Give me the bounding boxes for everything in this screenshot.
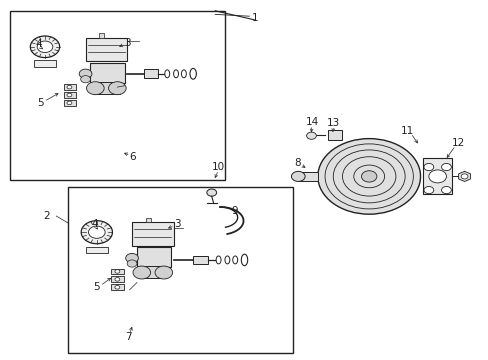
Bar (193, 256, 207, 264)
Text: 14: 14 (305, 117, 318, 127)
Circle shape (37, 41, 53, 53)
Circle shape (291, 171, 305, 181)
Bar (327, 130, 342, 140)
Text: 2: 2 (43, 211, 50, 221)
Bar (298, 172, 317, 181)
Bar (422, 158, 451, 194)
Text: 4: 4 (91, 219, 98, 229)
Circle shape (79, 69, 92, 78)
Text: 6: 6 (129, 152, 136, 162)
Text: 7: 7 (124, 332, 131, 342)
Polygon shape (458, 171, 469, 181)
Bar (86, 247, 107, 253)
Text: 9: 9 (231, 206, 238, 216)
Circle shape (115, 270, 120, 273)
Bar (139, 266, 166, 278)
Circle shape (423, 163, 433, 171)
Bar (10, 11, 224, 180)
Circle shape (317, 139, 420, 214)
Text: 4: 4 (36, 39, 42, 49)
Bar (111, 276, 123, 282)
Circle shape (30, 36, 60, 58)
Ellipse shape (232, 256, 237, 264)
Ellipse shape (241, 254, 247, 266)
Text: 11: 11 (400, 126, 413, 136)
Circle shape (441, 186, 450, 194)
Text: 13: 13 (326, 118, 340, 128)
Bar (111, 269, 123, 274)
Circle shape (115, 278, 120, 281)
Bar (85, 38, 127, 61)
Text: 1: 1 (251, 13, 258, 23)
Bar (99, 33, 104, 38)
Bar (137, 247, 171, 267)
Bar (145, 218, 150, 222)
Circle shape (86, 82, 104, 95)
Circle shape (428, 170, 446, 183)
Bar (63, 100, 76, 106)
Ellipse shape (189, 68, 196, 79)
Text: 3: 3 (173, 219, 180, 229)
Bar (132, 222, 173, 246)
Bar (111, 284, 123, 290)
Circle shape (81, 76, 90, 83)
Ellipse shape (173, 70, 178, 78)
Circle shape (423, 186, 433, 194)
Circle shape (67, 93, 72, 97)
Circle shape (460, 174, 467, 179)
Bar (144, 69, 158, 78)
Bar (63, 92, 76, 98)
Circle shape (206, 189, 216, 196)
Circle shape (67, 85, 72, 89)
Bar (90, 63, 124, 83)
Circle shape (88, 226, 105, 238)
Circle shape (155, 266, 172, 279)
Circle shape (67, 101, 72, 105)
Circle shape (108, 82, 126, 95)
Text: 3: 3 (123, 38, 130, 48)
Bar (68, 187, 293, 353)
Circle shape (133, 266, 150, 279)
Circle shape (306, 132, 316, 139)
Circle shape (361, 171, 376, 182)
Bar (63, 84, 76, 90)
Bar (34, 60, 56, 67)
Circle shape (441, 163, 450, 171)
Text: 5: 5 (93, 282, 100, 292)
Text: 5: 5 (37, 98, 44, 108)
Circle shape (115, 285, 120, 289)
Ellipse shape (224, 256, 229, 264)
Circle shape (81, 221, 112, 244)
Ellipse shape (181, 70, 186, 78)
Circle shape (125, 253, 138, 263)
Ellipse shape (216, 256, 221, 264)
Circle shape (127, 260, 137, 267)
Text: 8: 8 (293, 158, 300, 168)
Text: 10: 10 (212, 162, 224, 172)
Ellipse shape (164, 70, 169, 78)
Bar (93, 82, 120, 94)
Text: 12: 12 (451, 138, 465, 148)
